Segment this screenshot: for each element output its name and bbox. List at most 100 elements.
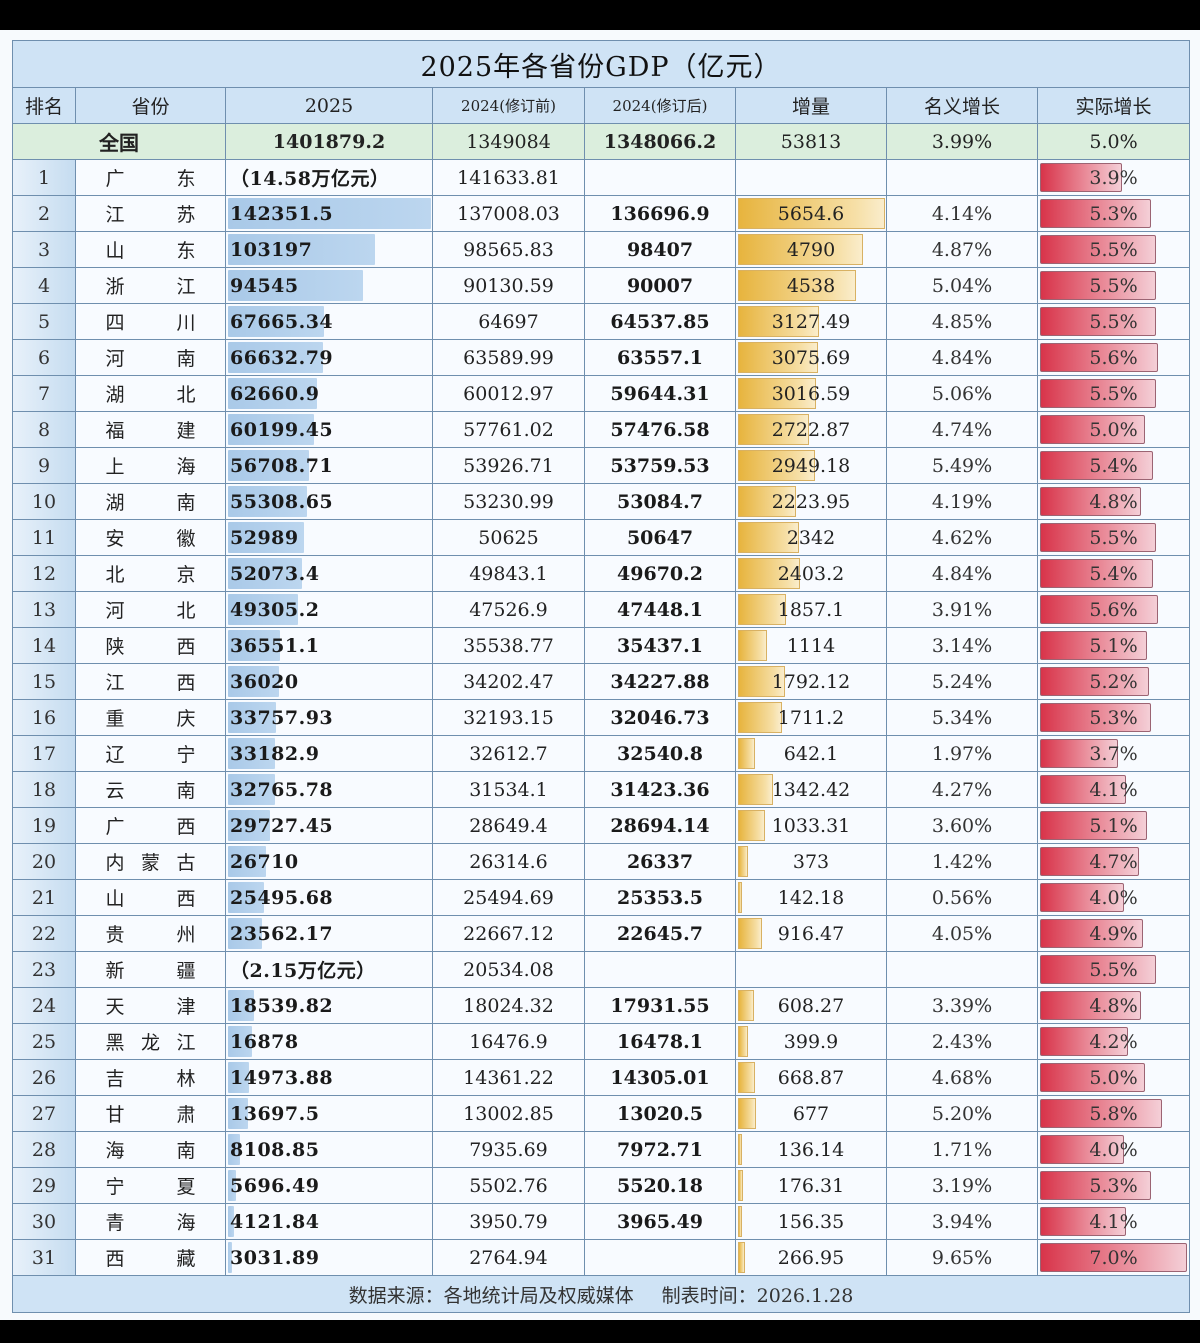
gdp-2024-pre: 32612.7	[433, 736, 585, 771]
gdp-2024-post: 7972.71	[585, 1132, 736, 1167]
national-2024-post: 1348066.2	[585, 124, 736, 159]
province-char: 天	[105, 996, 125, 1018]
province-char: 内	[105, 852, 125, 874]
table-row: 31 西藏 3031.89 2764.94 266.95 9.65% 7.0%	[13, 1240, 1189, 1276]
province: 内蒙古	[76, 844, 226, 879]
real-growth-bar	[1040, 415, 1145, 444]
increase: 642.1	[736, 736, 887, 771]
real-growth-bar	[1040, 1027, 1129, 1056]
table-row: 17 辽宁 33182.9 32612.7 32540.8 642.1 1.97% 3.7%	[13, 736, 1189, 772]
real-growth: 5.5%	[1038, 520, 1189, 555]
real-growth: 4.0%	[1038, 880, 1189, 915]
real-growth: 4.9%	[1038, 916, 1189, 951]
gdp-2025: 52073.4	[226, 556, 433, 591]
gdp-2025-bar	[228, 990, 255, 1021]
province-char: 贵	[105, 924, 125, 946]
gdp-2024-pre: 34202.47	[433, 664, 585, 699]
gdp-2025-bar	[228, 630, 281, 661]
table-row: 8 福建 60199.45 57761.02 57476.58 2722.87 4.74% 5…	[13, 412, 1189, 448]
nominal-growth: 9.65%	[887, 1240, 1038, 1275]
header-2024-pre: 2024(修订前)	[433, 88, 585, 123]
gdp-2024-pre: 31534.1	[433, 772, 585, 807]
province-char: 苏	[176, 204, 196, 226]
table-row: 19 广西 29727.45 28649.4 28694.14 1033.31 3.60% 5…	[13, 808, 1189, 844]
increase-bar	[738, 486, 796, 517]
table-row: 10 湖南 55308.65 53230.99 53084.7 2223.95 4.19% 4…	[13, 484, 1189, 520]
gdp-2025-bar	[228, 918, 262, 949]
province-char: 蒙	[140, 852, 160, 874]
province: 青海	[76, 1204, 226, 1239]
real-growth: 4.8%	[1038, 988, 1189, 1023]
gdp-2025: 56708.71	[226, 448, 433, 483]
real-growth: 5.3%	[1038, 196, 1189, 231]
real-growth-bar	[1040, 883, 1124, 912]
province: 江西	[76, 664, 226, 699]
province: 云南	[76, 772, 226, 807]
increase-bar	[738, 1062, 756, 1093]
nominal-growth: 3.14%	[887, 628, 1038, 663]
nominal-growth: 4.85%	[887, 304, 1038, 339]
province-char: 南	[176, 492, 196, 514]
increase-bar	[738, 306, 820, 337]
nominal-growth: 5.24%	[887, 664, 1038, 699]
increase: 3075.69	[736, 340, 887, 375]
increase: 266.95	[736, 1240, 887, 1275]
province-char: 北	[105, 564, 125, 586]
table-row: 25 黑龙江 16878 16476.9 16478.1 399.9 2.43% 4.2%	[13, 1024, 1189, 1060]
table-row: 30 青海 4121.84 3950.79 3965.49 156.35 3.94% 4.1%	[13, 1204, 1189, 1240]
real-growth-bar	[1040, 559, 1154, 588]
gdp-2025-bar	[228, 846, 267, 877]
table-row: 18 云南 32765.78 31534.1 31423.36 1342.42 4.27% 4…	[13, 772, 1189, 808]
gdp-2024-post	[585, 160, 736, 195]
header-row: 排名 省份 2025 2024(修订前) 2024(修订后) 增量 名义增长 实…	[13, 88, 1189, 124]
table-row: 21 山西 25495.68 25494.69 25353.5 142.18 0.56% 4.…	[13, 880, 1189, 916]
rank: 8	[13, 412, 76, 447]
real-growth: 4.1%	[1038, 772, 1189, 807]
gdp-2025-bar	[228, 378, 318, 409]
rank: 7	[13, 376, 76, 411]
gdp-2024-post: 53084.7	[585, 484, 736, 519]
real-growth: 4.2%	[1038, 1024, 1189, 1059]
gdp-2025-bar	[228, 594, 299, 625]
gdp-2024-pre: 26314.6	[433, 844, 585, 879]
header-increase: 增量	[736, 88, 887, 123]
national-increase: 53813	[736, 124, 887, 159]
rank: 28	[13, 1132, 76, 1167]
increase: 608.27	[736, 988, 887, 1023]
province-char: 山	[105, 888, 125, 910]
real-growth-bar	[1040, 847, 1139, 876]
real-growth: 4.8%	[1038, 484, 1189, 519]
gdp-2024-post	[585, 1240, 736, 1275]
real-growth-bar	[1040, 271, 1156, 300]
rank: 3	[13, 232, 76, 267]
real-growth: 5.5%	[1038, 376, 1189, 411]
gdp-2024-post: 49670.2	[585, 556, 736, 591]
rank: 15	[13, 664, 76, 699]
page: 2025年各省份GDP（亿元） 排名 省份 2025 2024(修订前) 202…	[0, 30, 1200, 1320]
rank: 25	[13, 1024, 76, 1059]
gdp-2025: 8108.85	[226, 1132, 433, 1167]
nominal-growth: 4.74%	[887, 412, 1038, 447]
province-char: 古	[176, 852, 196, 874]
gdp-2024-pre: 14361.22	[433, 1060, 585, 1095]
gdp-2025: 36551.1	[226, 628, 433, 663]
real-growth-bar	[1040, 523, 1156, 552]
real-growth-bar	[1040, 739, 1118, 768]
increase: 1114	[736, 628, 887, 663]
table-row: 15 江西 36020 34202.47 34227.88 1792.12 5.24% 5.2…	[13, 664, 1189, 700]
gdp-2024-pre: 18024.32	[433, 988, 585, 1023]
province-char: 福	[105, 420, 125, 442]
gdp-2025: 62660.9	[226, 376, 433, 411]
rank: 31	[13, 1240, 76, 1275]
rank: 4	[13, 268, 76, 303]
increase: 176.31	[736, 1168, 887, 1203]
increase: 4790	[736, 232, 887, 267]
gdp-2025-bar	[228, 486, 307, 517]
province: 福建	[76, 412, 226, 447]
real-growth: 4.7%	[1038, 844, 1189, 879]
real-growth: 4.1%	[1038, 1204, 1189, 1239]
increase-bar	[738, 774, 773, 805]
gdp-2024-pre: 22667.12	[433, 916, 585, 951]
increase: 2342	[736, 520, 887, 555]
gdp-2025: 67665.34	[226, 304, 433, 339]
